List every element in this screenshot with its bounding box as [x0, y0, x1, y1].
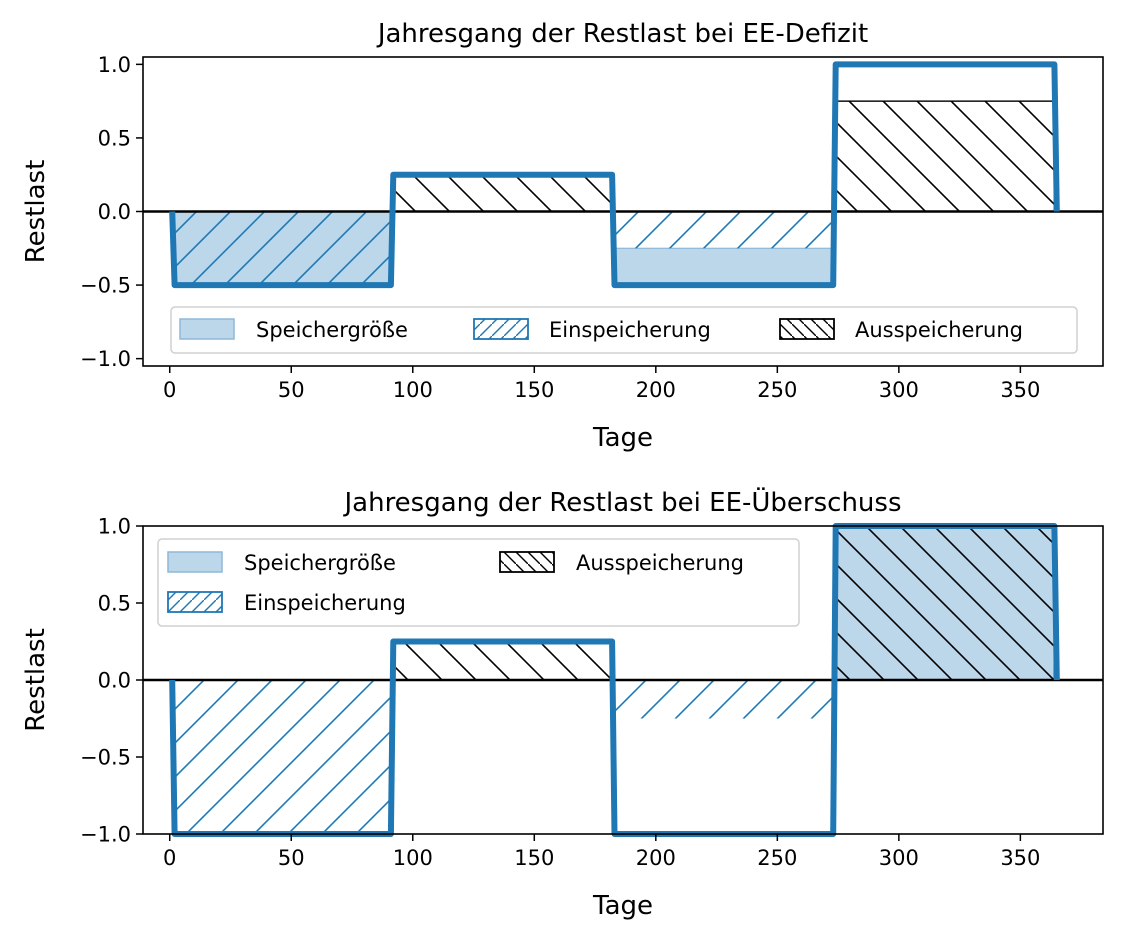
legend-frame	[170, 306, 1078, 354]
legend-swatch-einspeicherung	[473, 318, 529, 340]
y-tick-label: 1.0	[98, 515, 131, 539]
legend-label-speichergroesse: Speichergröße	[256, 318, 408, 342]
x-tick-label: 250	[757, 378, 797, 402]
x-axis-label: Tage	[592, 891, 653, 921]
x-tick-label: 50	[278, 846, 305, 870]
x-tick-label: 350	[1000, 846, 1040, 870]
legend: Speichergröße Einspeicherung Ausspeicher…	[157, 538, 800, 627]
storage-size-area	[613, 247, 834, 286]
chart-panel-deficit: Jahresgang der Restlast bei EE-Defizit 0…	[21, 19, 1104, 453]
y-tick-label: 1.0	[98, 53, 131, 77]
chart-title: Jahresgang der Restlast bei EE-Überschus…	[342, 486, 901, 518]
x-tick-label: 150	[514, 378, 554, 402]
legend-label-einspeicherung: Einspeicherung	[244, 591, 406, 615]
x-tick-label: 100	[393, 846, 433, 870]
legend-label-speichergroesse: Speichergröße	[244, 551, 396, 575]
x-tick-label: 300	[879, 378, 919, 402]
y-tick-label: −1.0	[80, 823, 131, 847]
legend-swatch-speichergroesse	[167, 551, 223, 573]
restlast-line	[169, 61, 1060, 289]
legend: Speichergröße Einspeicherung Ausspeicher…	[170, 306, 1078, 354]
chart-title: Jahresgang der Restlast bei EE-Defizit	[376, 19, 868, 49]
x-tick-label: 300	[879, 846, 919, 870]
legend-swatch-einspeicherung	[167, 591, 223, 613]
y-tick-label: 0.0	[98, 669, 131, 693]
chart-panel-surplus: Jahresgang der Restlast bei EE-Überschus…	[21, 486, 1104, 921]
legend-swatch-ausspeicherung	[499, 551, 555, 573]
y-tick-label: 0.5	[98, 126, 131, 150]
legend-label-ausspeicherung: Ausspeicherung	[576, 551, 744, 575]
y-tick-label: 0.5	[98, 592, 131, 616]
x-tick-label: 0	[163, 378, 176, 402]
x-axis-label: Tage	[592, 423, 653, 453]
y-axis-label: Restlast	[21, 160, 51, 264]
legend-swatch-ausspeicherung	[779, 318, 835, 340]
legend-frame	[157, 538, 800, 627]
charging-hatch-area	[614, 211, 834, 249]
x-tick-label: 200	[636, 378, 676, 402]
legend-label-einspeicherung: Einspeicherung	[549, 318, 711, 342]
charging-hatch-area	[174, 211, 391, 286]
y-tick-label: −0.5	[80, 274, 131, 298]
discharging-hatch-area	[834, 100, 1056, 213]
x-tick-label: 50	[278, 378, 305, 402]
x-tick-label: 350	[1000, 378, 1040, 402]
y-tick-label: −0.5	[80, 746, 131, 770]
discharging-hatch-area	[392, 640, 613, 681]
plot-area: 0 50 100 150 200 250 300 350 1.0 0.5 0.0 −0.5 −1.0	[80, 515, 1104, 870]
charging-hatch-area	[614, 680, 834, 719]
discharging-hatch-area	[392, 174, 613, 213]
legend-label-ausspeicherung: Ausspeicherung	[855, 318, 1023, 342]
x-tick-label: 150	[514, 846, 554, 870]
charging-hatch-area	[174, 680, 391, 834]
y-tick-label: 0.0	[98, 200, 131, 224]
x-tick-label: 200	[636, 846, 676, 870]
y-axis-label: Restlast	[21, 628, 51, 732]
x-tick-label: 0	[163, 846, 176, 870]
x-tick-label: 100	[393, 378, 433, 402]
legend-swatch-speichergroesse	[179, 318, 235, 340]
discharging-hatch-area	[834, 526, 1056, 681]
plot-area: 0 50 100 150 200 250 300 350 1.0 0.5 0.0 −0.5 −1.0	[80, 53, 1104, 402]
y-tick-label: −1.0	[80, 347, 131, 371]
x-tick-label: 250	[757, 846, 797, 870]
